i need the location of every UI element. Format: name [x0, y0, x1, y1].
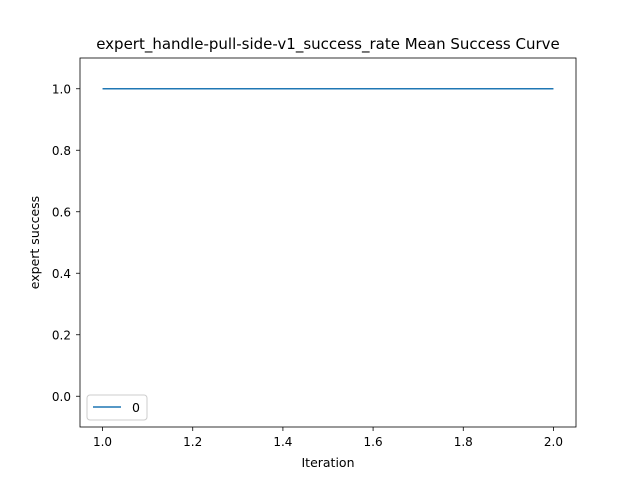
y-tick-label: 1.0	[52, 82, 71, 96]
legend-label: 0	[132, 400, 140, 415]
x-tick-label: 1.4	[273, 435, 292, 449]
x-tick-label: 1.6	[364, 435, 383, 449]
y-tick-label: 0.4	[52, 267, 71, 281]
plot-frame	[79, 57, 577, 428]
y-axis-label: expert success	[27, 196, 42, 289]
y-axis-ticks: 0.0 0.2 0.4 0.6 0.8 1.0	[52, 82, 80, 404]
x-tick-label: 1.2	[183, 435, 202, 449]
y-tick-label: 0.6	[52, 205, 71, 219]
y-tick-label: 0.0	[52, 390, 71, 404]
y-tick-label: 0.2	[52, 328, 71, 342]
y-tick-label: 0.8	[52, 144, 71, 158]
x-axis-ticks: 1.0 1.2 1.4 1.6 1.8 2.0	[93, 427, 563, 449]
x-axis-label: Iteration	[301, 455, 354, 470]
plot-area	[80, 58, 576, 427]
chart-title: expert_handle-pull-side-v1_success_rate …	[96, 35, 560, 54]
x-tick-label: 1.8	[454, 435, 473, 449]
x-tick-label: 1.0	[93, 435, 112, 449]
x-tick-label: 2.0	[544, 435, 563, 449]
legend: 0	[86, 394, 148, 421]
